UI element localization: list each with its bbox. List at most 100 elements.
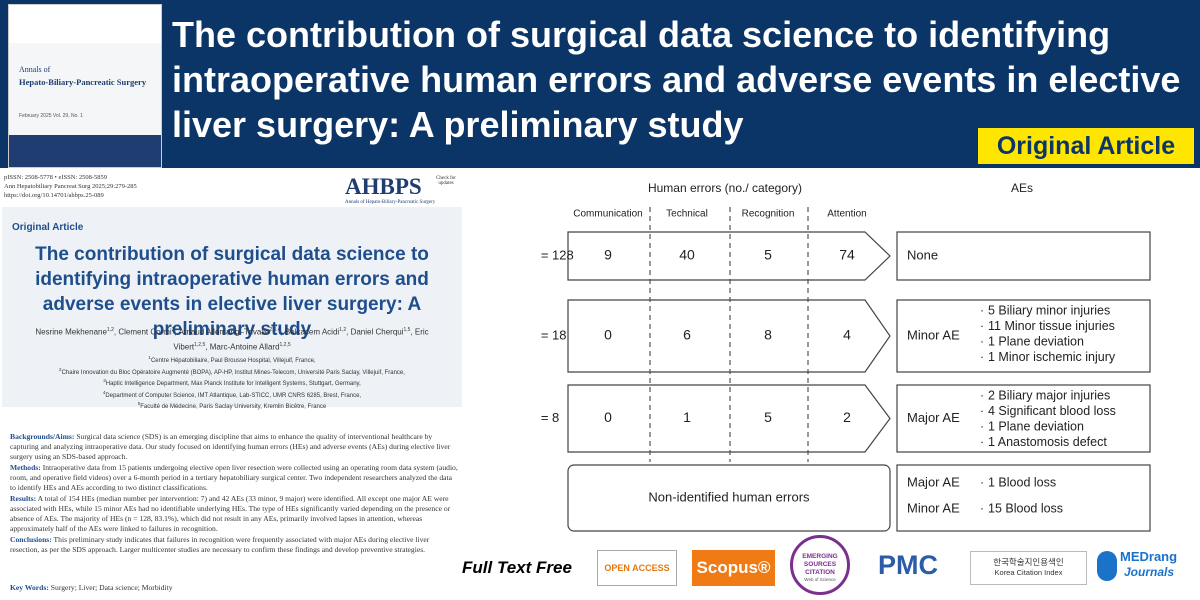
- ae-item: 1 Minor ischemic injury: [988, 350, 1116, 364]
- logo: AHBPS: [345, 174, 422, 199]
- row-value: 5: [764, 247, 772, 263]
- ae-box: [896, 384, 1151, 453]
- authors: Nesrine Mekhenane1,2, Clement Cormi2, Ar…: [35, 327, 429, 352]
- row-n: n = 8: [540, 410, 559, 425]
- author-sup: 1,2,5: [194, 341, 206, 348]
- section: Original Article: [12, 222, 84, 233]
- scopus-logo: Scopus®: [692, 550, 775, 586]
- citation: Ann Hepatobiliary Pancreat Surg 2025;29:…: [4, 183, 137, 190]
- affiliation-text: Haptic Intelligence Department, Max Plan…: [105, 381, 361, 387]
- column-label: Recognition: [742, 209, 795, 220]
- column-label: Technical: [666, 209, 708, 220]
- affiliation-sup: 1: [148, 355, 151, 360]
- affiliation: 5Faculté de Médecine, Paris Saclay Unive…: [22, 400, 442, 412]
- affiliation: 2Chaire Innovation du Bloc Opératoire Au…: [22, 366, 442, 378]
- author-sup: 2: [171, 327, 175, 333]
- title: The contribution of surgical data scienc…: [172, 14, 1181, 145]
- ae-label: None: [907, 247, 938, 262]
- kci-en: Korea Citation Index: [994, 568, 1063, 577]
- ae-bullet: ·: [980, 350, 984, 364]
- doi: https://doi.org/10.14701/ahbps.25-089: [4, 192, 104, 199]
- ae-bullet: ·: [980, 475, 984, 489]
- ae-item: 1 Plane deviation: [988, 419, 1084, 433]
- ae-box: [896, 464, 1151, 532]
- full-text-free: Full Text Free: [462, 558, 572, 577]
- open-access-logo: OPEN ACCESS: [597, 550, 677, 586]
- row-value: 9: [604, 247, 612, 263]
- row-arrow: [567, 231, 891, 281]
- ae-item: 15 Blood loss: [988, 501, 1063, 515]
- author-name: Eric Vibert: [173, 327, 429, 352]
- journal-cover: Annals of Hepato-Biliary-Pancreatic Surg…: [8, 4, 162, 168]
- row-value: 74: [839, 247, 855, 263]
- row-value: 6: [683, 327, 691, 343]
- affiliations: 1Centre Hépatobiliaire, Paul Brousse Hos…: [22, 354, 442, 412]
- author-sup: 1,5: [403, 327, 411, 333]
- abstract: Backgrounds/Aims: Surgical data science …: [10, 432, 458, 556]
- row-value: 4: [843, 327, 851, 343]
- author-sup: 1,2,5: [279, 341, 291, 348]
- abstract-paragraph: Backgrounds/Aims: Surgical data science …: [10, 432, 458, 462]
- row-n: n = 128: [540, 247, 574, 262]
- abstract-label: Methods:: [10, 463, 41, 472]
- updates: Check for updates: [436, 176, 456, 186]
- medrang-sub: Journals: [1124, 565, 1175, 579]
- row-value: 5: [764, 409, 772, 425]
- logo-sub: Annals of Hepato-Biliary-Pancreatic Surg…: [345, 200, 436, 205]
- pmc-logo: PMC: [878, 550, 938, 580]
- author-name: Arnaud Allemang–Trivalle: [178, 327, 270, 337]
- author-name: Daniel Cherqui: [350, 327, 404, 337]
- paper-title: The contribution of surgical data scienc…: [35, 244, 429, 340]
- abstract-label: Conclusions:: [10, 535, 52, 544]
- author-name: Marc-Antoine Allard: [209, 342, 280, 352]
- abstract-paragraph: Methods: Intraoperative data from 15 pat…: [10, 463, 458, 493]
- abstract-text: A total of 154 HEs (median number per in…: [10, 494, 451, 533]
- header-aes: AEs: [1011, 181, 1033, 195]
- ae-item: 1 Anastomosis defect: [988, 435, 1107, 449]
- ae-item: 1 Blood loss: [988, 475, 1056, 489]
- ae-item: 11 Minor tissue injuries: [988, 319, 1115, 333]
- affiliation-text: Chaire Innovation du Bloc Opératoire Aug…: [61, 369, 405, 376]
- ae-bullet: ·: [980, 501, 984, 515]
- row-value: 1: [683, 409, 691, 425]
- non-identified-label: Non-identified human errors: [648, 489, 810, 504]
- kci-ko: 한국학술지인용색인: [993, 557, 1064, 567]
- ae-box: [896, 299, 1151, 373]
- abstract-paragraph: Results: A total of 154 HEs (median numb…: [10, 494, 458, 534]
- ae-bullet: ·: [980, 435, 984, 449]
- keywords-text: Surgery; Liver; Data science; Morbidity: [50, 583, 173, 592]
- paper: pISSN: 2508-5778 • eISSN: 2508-5859 Ann …: [2, 172, 462, 598]
- medrang-logo: MEDrang: [1120, 549, 1178, 564]
- cover-band: [9, 135, 161, 167]
- affiliation-sup: 2: [59, 366, 62, 372]
- ae-item: 5 Biliary minor injuries: [988, 303, 1110, 317]
- affiliation: 1Centre Hépatobiliaire, Paul Brousse Hos…: [22, 354, 442, 366]
- esci-sub: Web of Science: [804, 577, 836, 582]
- keywords-label: Key Words:: [10, 583, 49, 592]
- esci-text: EMERGING SOURCES CITATION: [802, 553, 838, 576]
- author-sup: 1,2: [339, 327, 347, 333]
- abstract-text: Surgical data science (SDS) is an emergi…: [10, 432, 451, 461]
- ae-bullet: ·: [980, 404, 984, 418]
- ae-item: 1 Plane deviation: [988, 334, 1084, 348]
- badge: Original Article: [978, 128, 1194, 164]
- ae-label: Major AE: [907, 474, 960, 489]
- ae-bullet: ·: [980, 303, 984, 317]
- cover-issue: February 2025 Vol. 29, No. 1: [19, 113, 83, 119]
- ae-item: 4 Significant blood loss: [988, 404, 1116, 418]
- ae-bullet: ·: [980, 419, 984, 433]
- author-name: Belkacem Acidi: [284, 327, 340, 337]
- abstract-paragraph: Conclusions: This preliminary study indi…: [10, 535, 458, 555]
- row-arrow: [567, 384, 891, 453]
- row-value: 8: [764, 327, 772, 343]
- row-value: 0: [604, 327, 612, 343]
- title-box: [2, 207, 462, 407]
- non-identified-box: [567, 464, 891, 532]
- esci-logo: EMERGING SOURCES CITATION Web of Science: [790, 535, 850, 595]
- ae-bullet: ·: [980, 388, 984, 402]
- affiliation: 3Haptic Intelligence Department, Max Pla…: [22, 377, 442, 389]
- ae-label: Minor AE: [907, 327, 960, 342]
- author-sup: 2,3,4: [269, 327, 281, 333]
- cover-top: [9, 5, 161, 43]
